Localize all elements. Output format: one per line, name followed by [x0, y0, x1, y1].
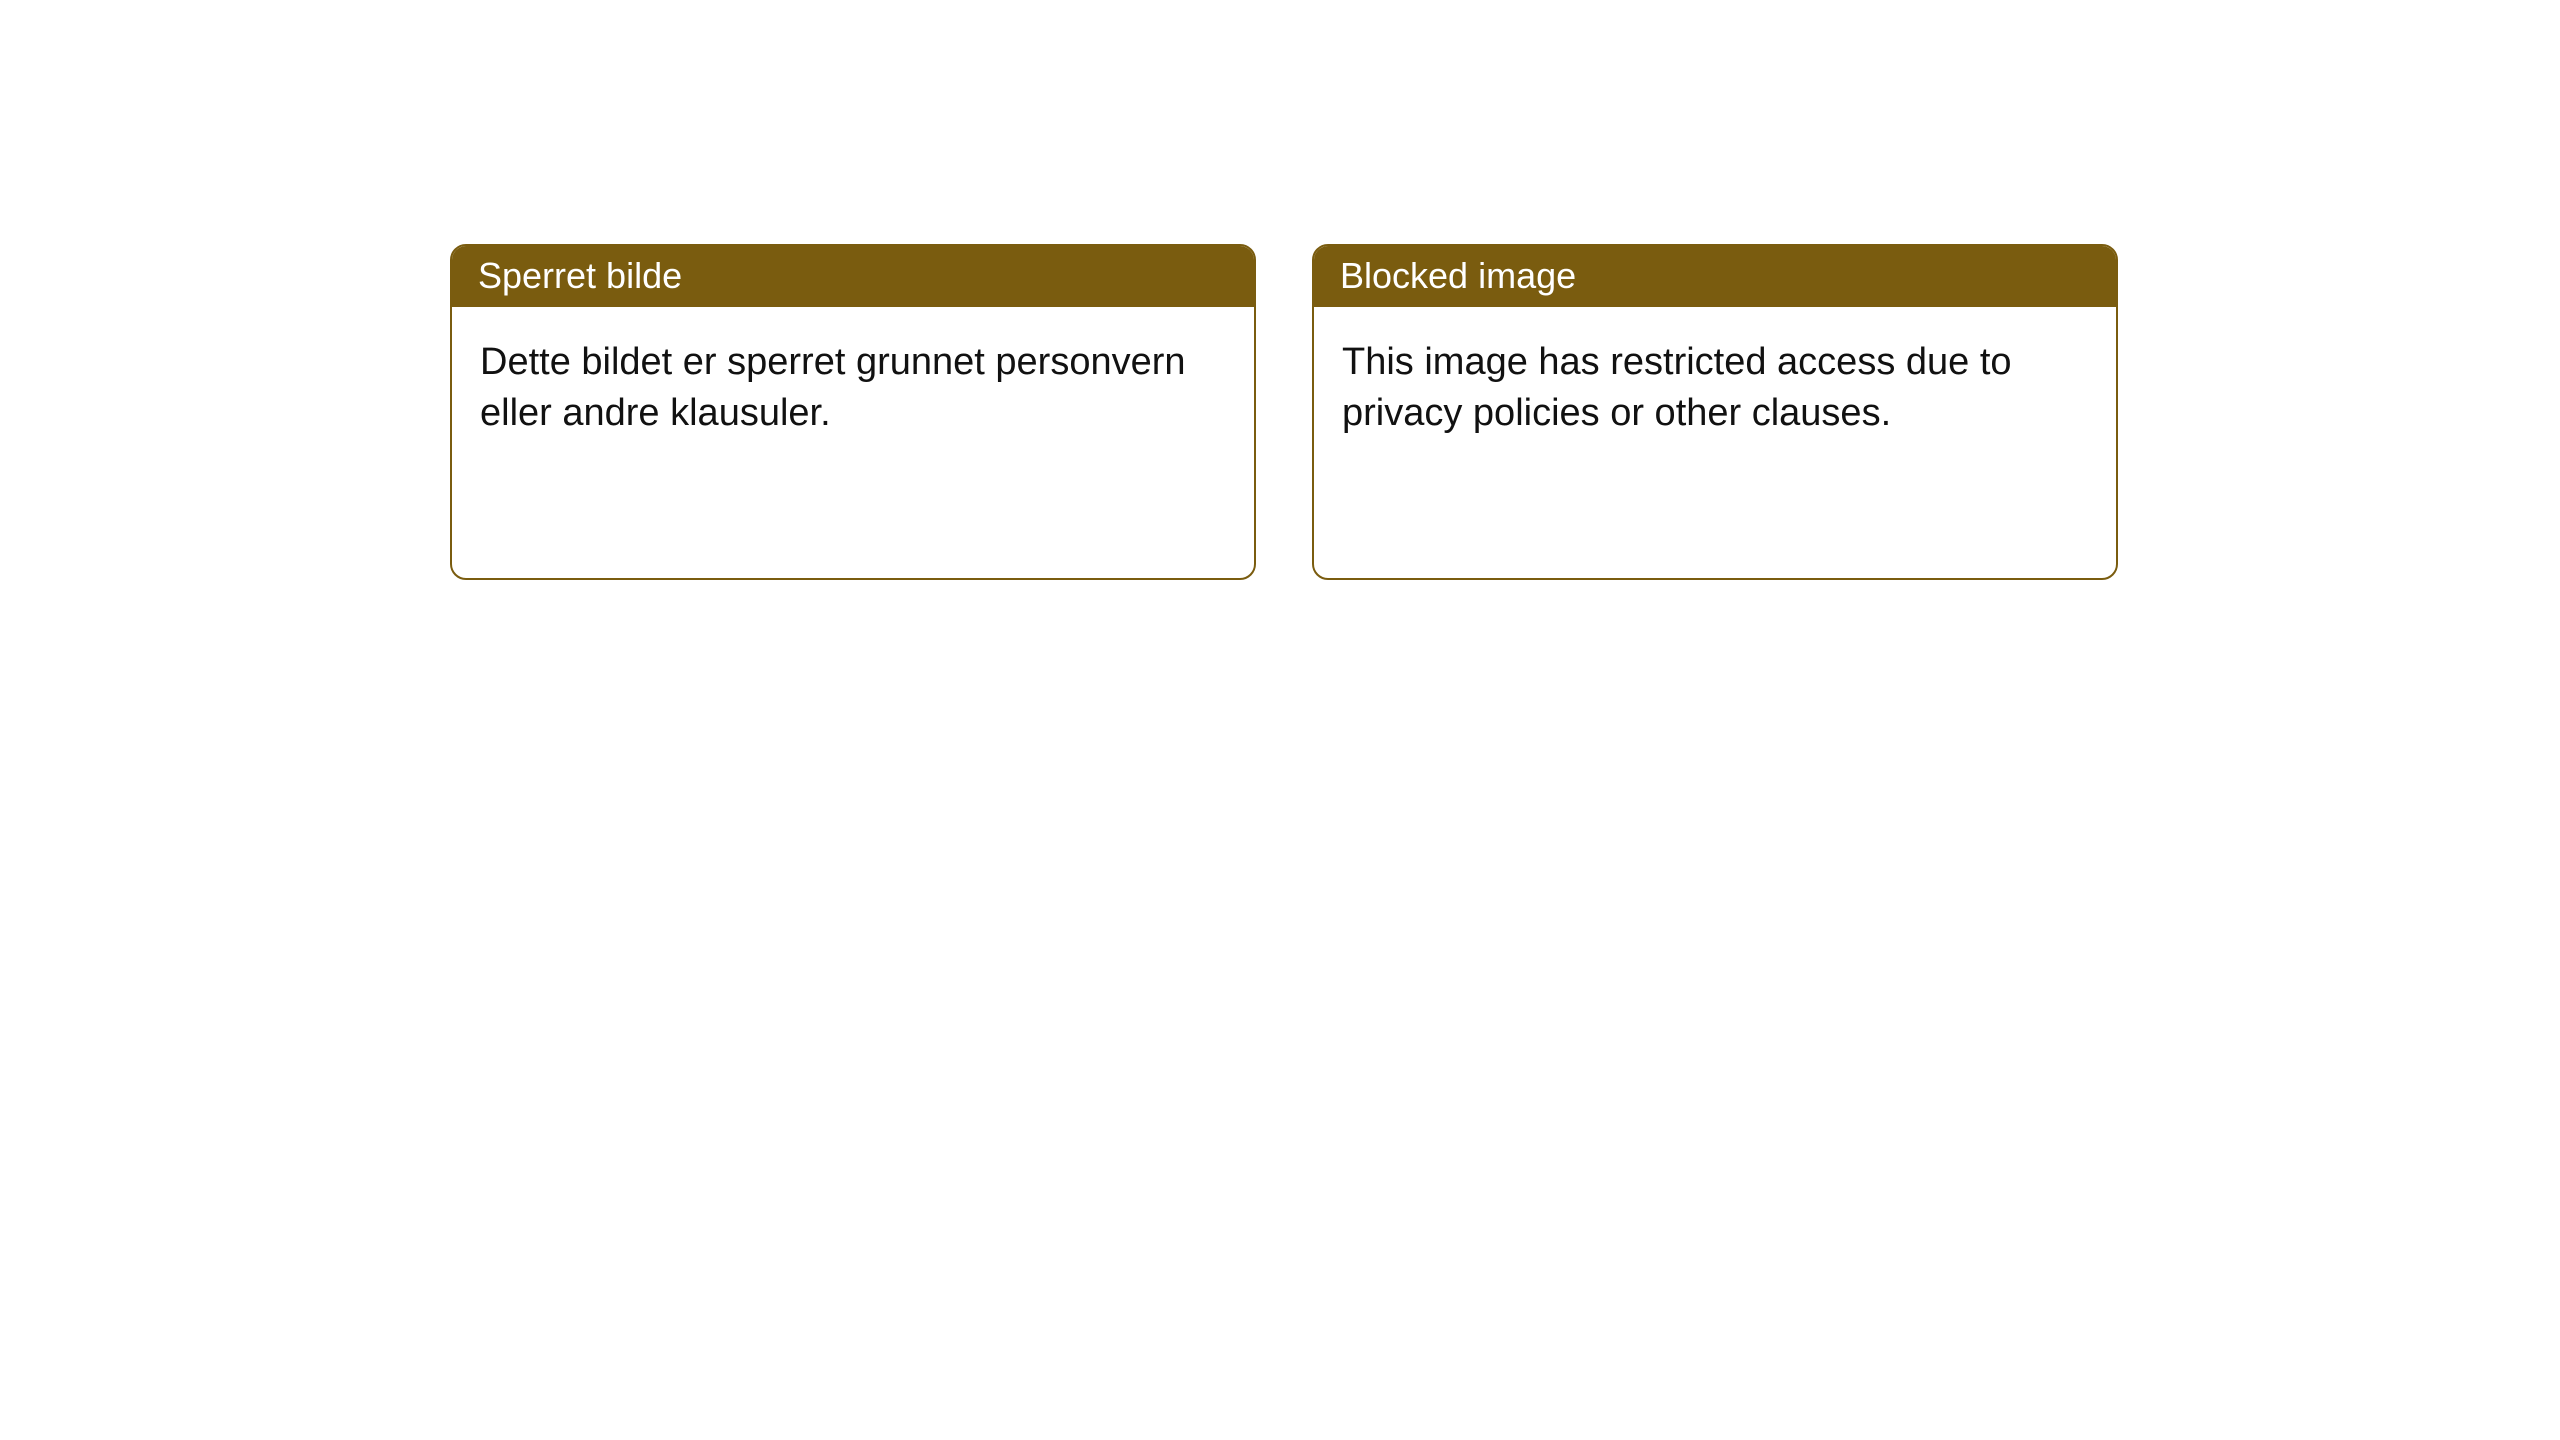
notice-body-en: This image has restricted access due to … — [1314, 307, 2116, 468]
notice-header-no: Sperret bilde — [452, 246, 1254, 307]
notice-card-no: Sperret bilde Dette bildet er sperret gr… — [450, 244, 1256, 580]
notice-body-no: Dette bildet er sperret grunnet personve… — [452, 307, 1254, 468]
notice-container: Sperret bilde Dette bildet er sperret gr… — [0, 0, 2560, 580]
notice-card-en: Blocked image This image has restricted … — [1312, 244, 2118, 580]
notice-header-en: Blocked image — [1314, 246, 2116, 307]
